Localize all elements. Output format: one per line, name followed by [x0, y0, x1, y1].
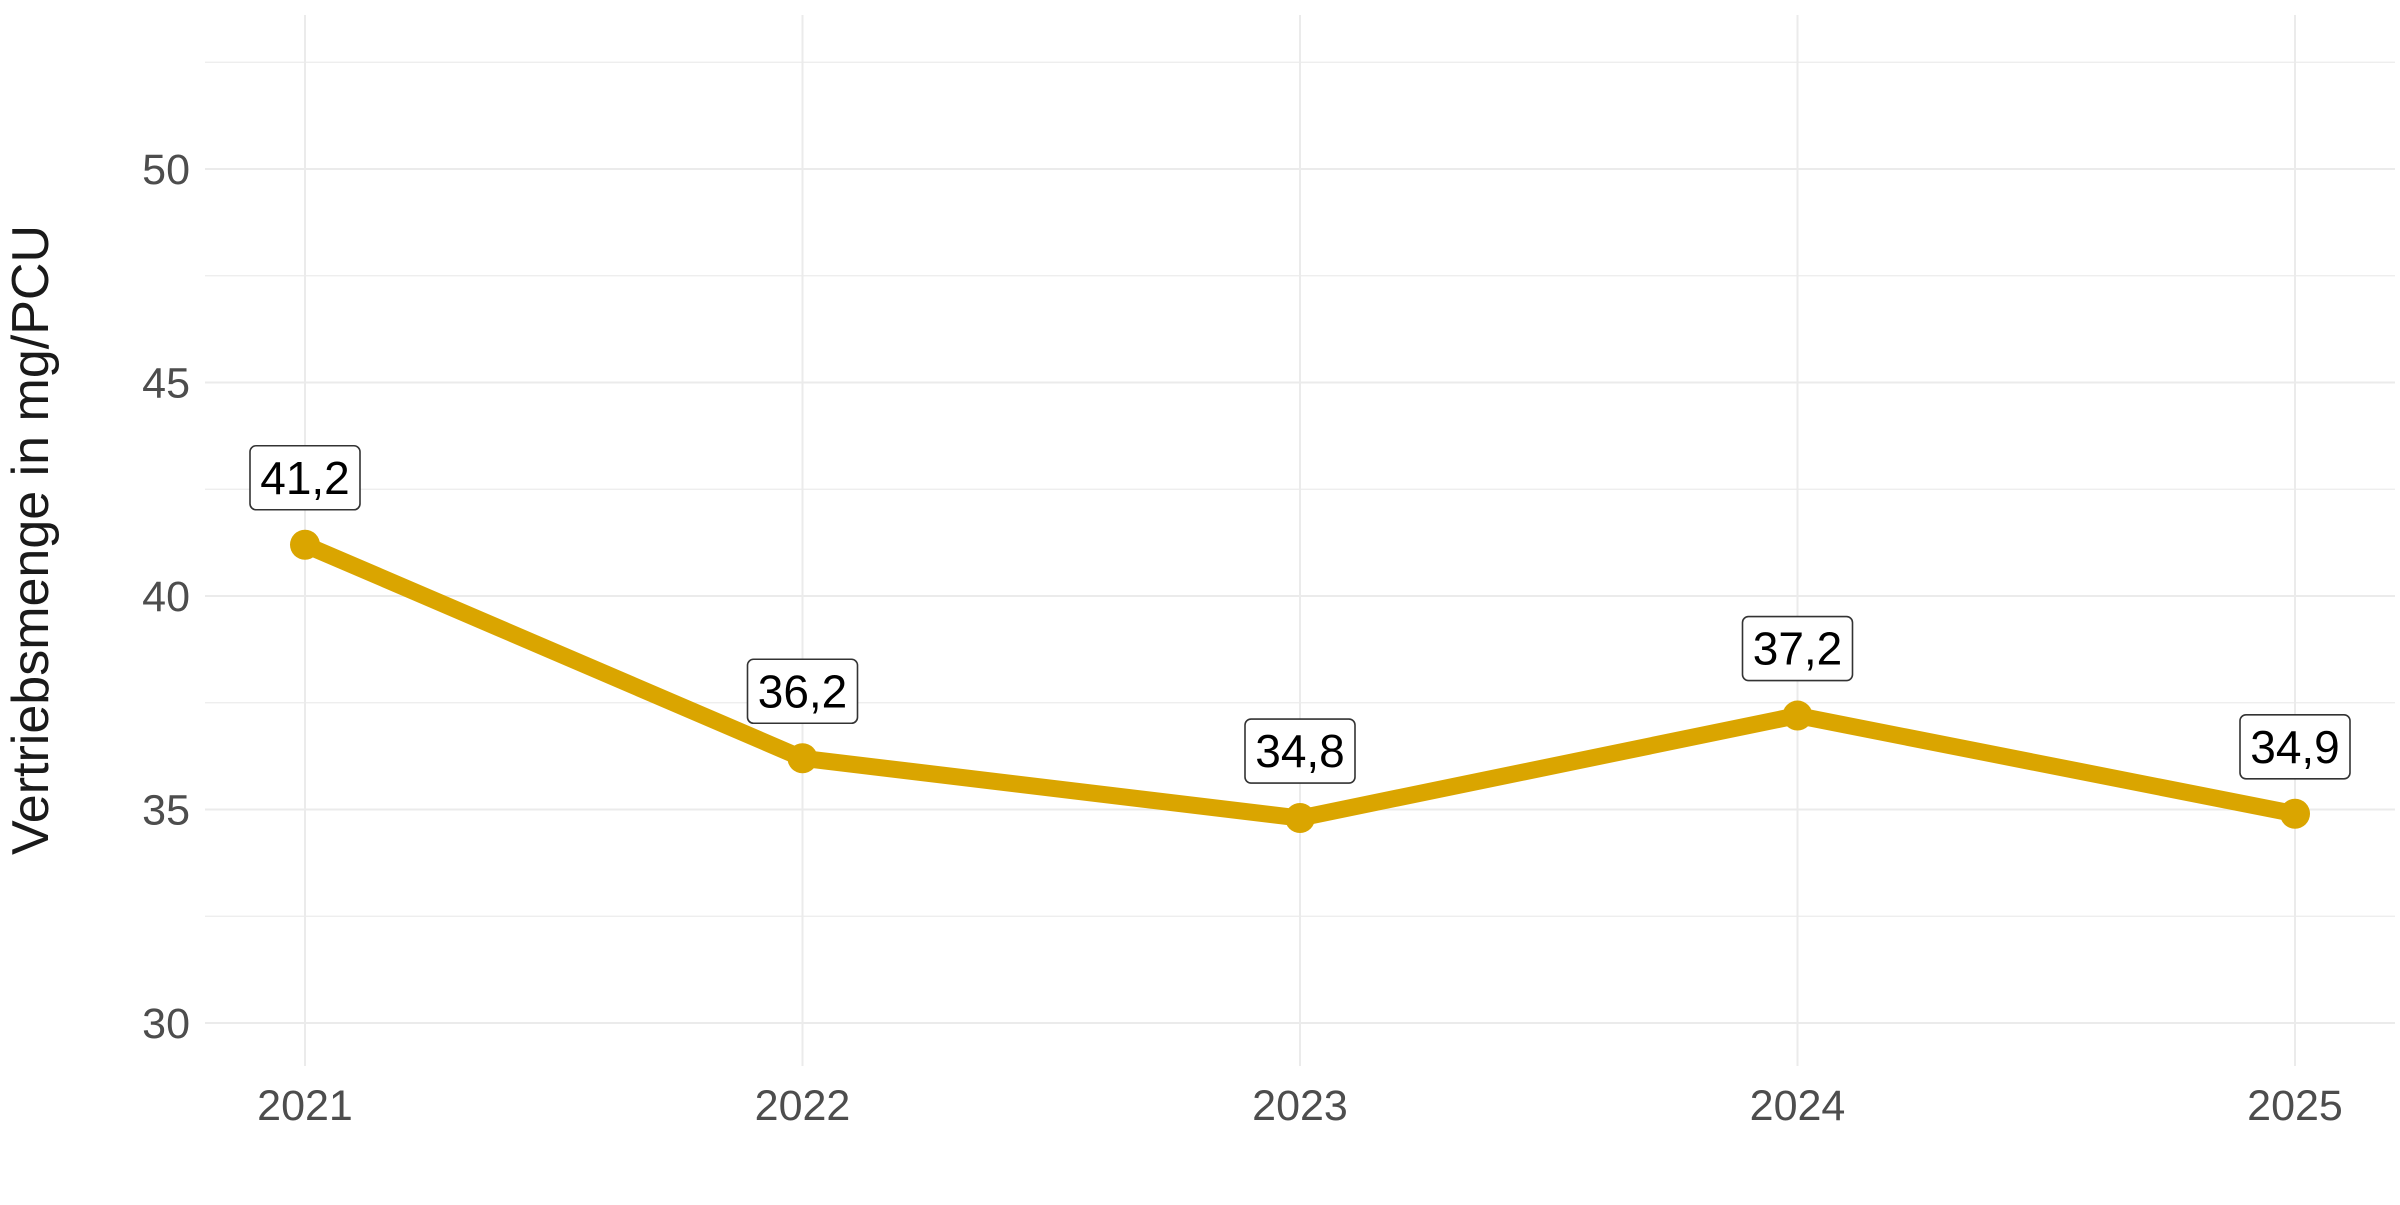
data-label-text: 37,2 — [1753, 623, 1843, 675]
data-label-text: 34,8 — [1255, 725, 1345, 777]
grid-lines — [205, 15, 2395, 1066]
y-tick-label: 35 — [142, 787, 190, 835]
y-tick-label: 30 — [142, 1000, 190, 1048]
data-label-box — [1244, 718, 1356, 784]
data-point — [2280, 798, 2310, 829]
data-label-box — [2239, 713, 2351, 780]
data-labels: 41,2 36,2 34,8 37,2 34,9 — [249, 444, 2351, 784]
x-tick-label: 2023 — [1252, 1082, 1348, 1130]
y-axis-title: Vertriebsmenge in mg/PCU — [2, 225, 60, 855]
data-label: 34,9 — [2239, 713, 2351, 780]
x-tick-label: 2025 — [2247, 1082, 2343, 1130]
axes: Vertriebsmenge in mg/PCU 30 35 40 45 50 2021 2… — [2, 146, 2343, 1130]
data-label-text: 36,2 — [758, 665, 848, 717]
data-label-box — [1741, 615, 1854, 682]
data-point — [1285, 803, 1315, 834]
data-point — [290, 529, 320, 560]
data-point — [787, 743, 818, 774]
y-tick-label: 50 — [142, 146, 190, 194]
data-label: 36,2 — [746, 658, 859, 725]
data-label-box — [746, 658, 859, 725]
x-tick-label: 2022 — [755, 1082, 851, 1130]
data-label: 34,8 — [1244, 718, 1356, 784]
series-line-group — [290, 529, 2310, 834]
y-tick-label: 40 — [142, 573, 190, 621]
x-tick-label: 2024 — [1750, 1082, 1846, 1130]
x-tick-label: 2021 — [257, 1082, 353, 1130]
data-point — [1782, 700, 1813, 731]
data-label: 41,2 — [249, 444, 361, 511]
y-tick-label: 45 — [142, 360, 190, 408]
data-label-box — [249, 444, 361, 511]
data-label-text: 41,2 — [260, 452, 350, 504]
data-label-text: 34,9 — [2250, 721, 2340, 773]
data-label: 37,2 — [1741, 615, 1854, 682]
